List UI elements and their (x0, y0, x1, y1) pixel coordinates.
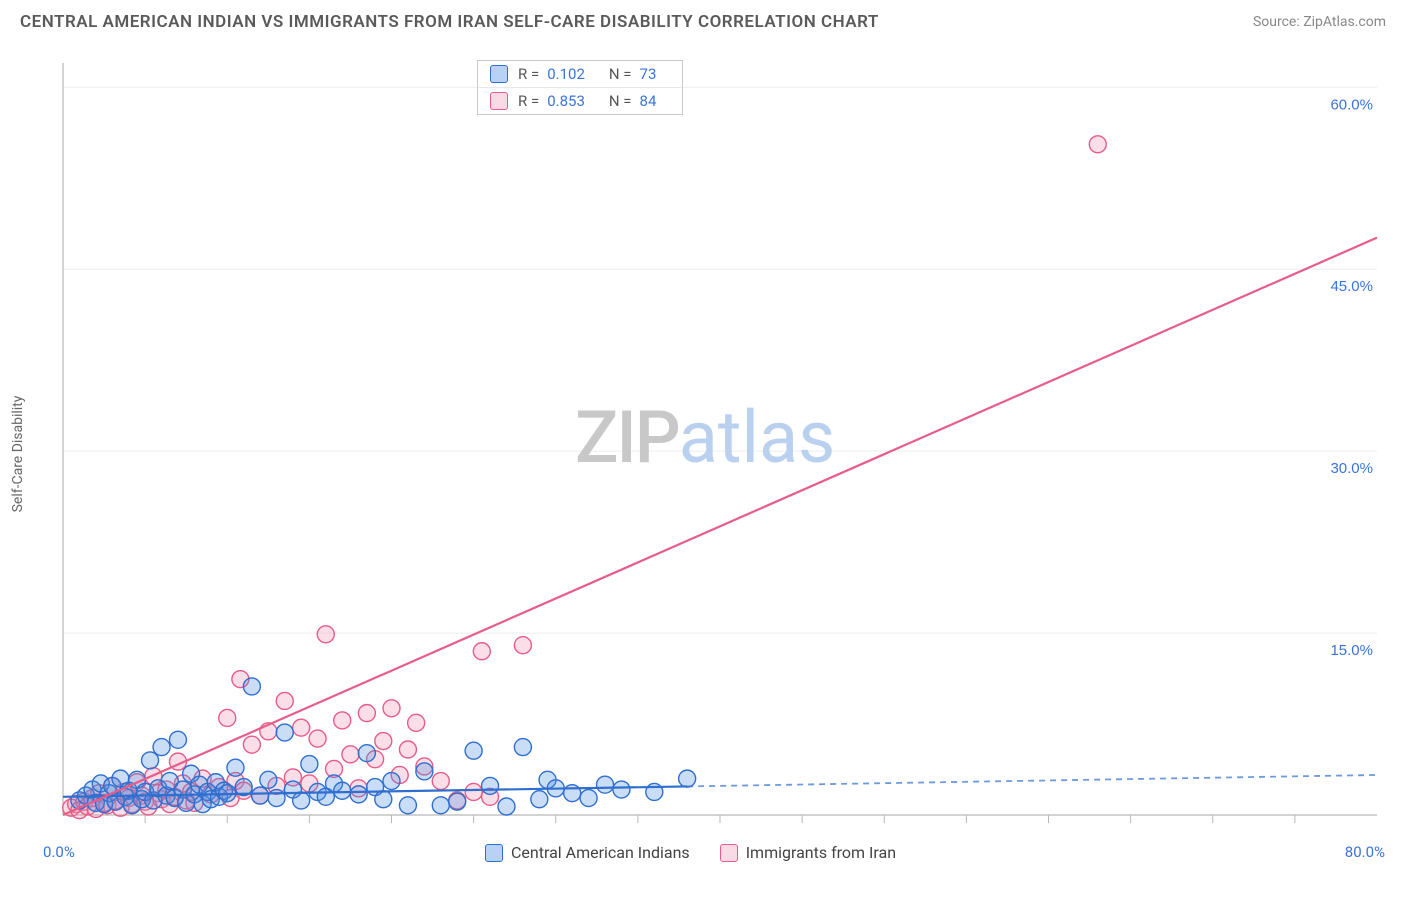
n-label: N = (609, 92, 632, 110)
svg-text:30.0%: 30.0% (1330, 460, 1373, 477)
swatch-series-2b (720, 844, 738, 862)
legend-label-1: Central American Indians (511, 843, 690, 862)
n-value-1: 73 (640, 65, 657, 83)
legend-item-2: Immigrants from Iran (720, 843, 896, 862)
r-value-1: 0.102 (547, 65, 585, 83)
series-legend: Central American Indians Immigrants from… (485, 843, 896, 862)
y-axis-label: Self-Care Disability (10, 396, 26, 513)
svg-text:45.0%: 45.0% (1330, 278, 1373, 295)
legend-row-1: R = 0.102 N = 73 (478, 61, 682, 88)
svg-text:15.0%: 15.0% (1330, 642, 1373, 659)
x-axis-min: 0.0% (43, 843, 75, 861)
svg-text:60.0%: 60.0% (1330, 96, 1373, 113)
correlation-legend: R = 0.102 N = 73 R = 0.853 N = 84 (477, 60, 683, 115)
r-value-2: 0.853 (547, 92, 585, 110)
swatch-series-1 (490, 65, 508, 83)
chart-title: CENTRAL AMERICAN INDIAN VS IMMIGRANTS FR… (20, 12, 879, 32)
n-label: N = (609, 65, 632, 83)
r-label: R = (518, 65, 539, 83)
x-axis-max: 80.0% (1345, 843, 1385, 861)
swatch-series-1b (485, 844, 503, 862)
legend-row-2: R = 0.853 N = 84 (478, 88, 682, 114)
r-label: R = (518, 92, 539, 110)
swatch-series-2 (490, 92, 508, 110)
chart-area: 15.0%30.0%45.0%60.0% ZIPatlas R = 0.102 … (55, 55, 1385, 835)
chart-header: CENTRAL AMERICAN INDIAN VS IMMIGRANTS FR… (0, 0, 1406, 40)
legend-label-2: Immigrants from Iran (746, 843, 896, 862)
n-value-2: 84 (640, 92, 657, 110)
legend-item-1: Central American Indians (485, 843, 690, 862)
scatter-chart: 15.0% 30.0% 45.0% 60.0% (55, 55, 1385, 895)
chart-source: Source: ZipAtlas.com (1253, 14, 1386, 30)
